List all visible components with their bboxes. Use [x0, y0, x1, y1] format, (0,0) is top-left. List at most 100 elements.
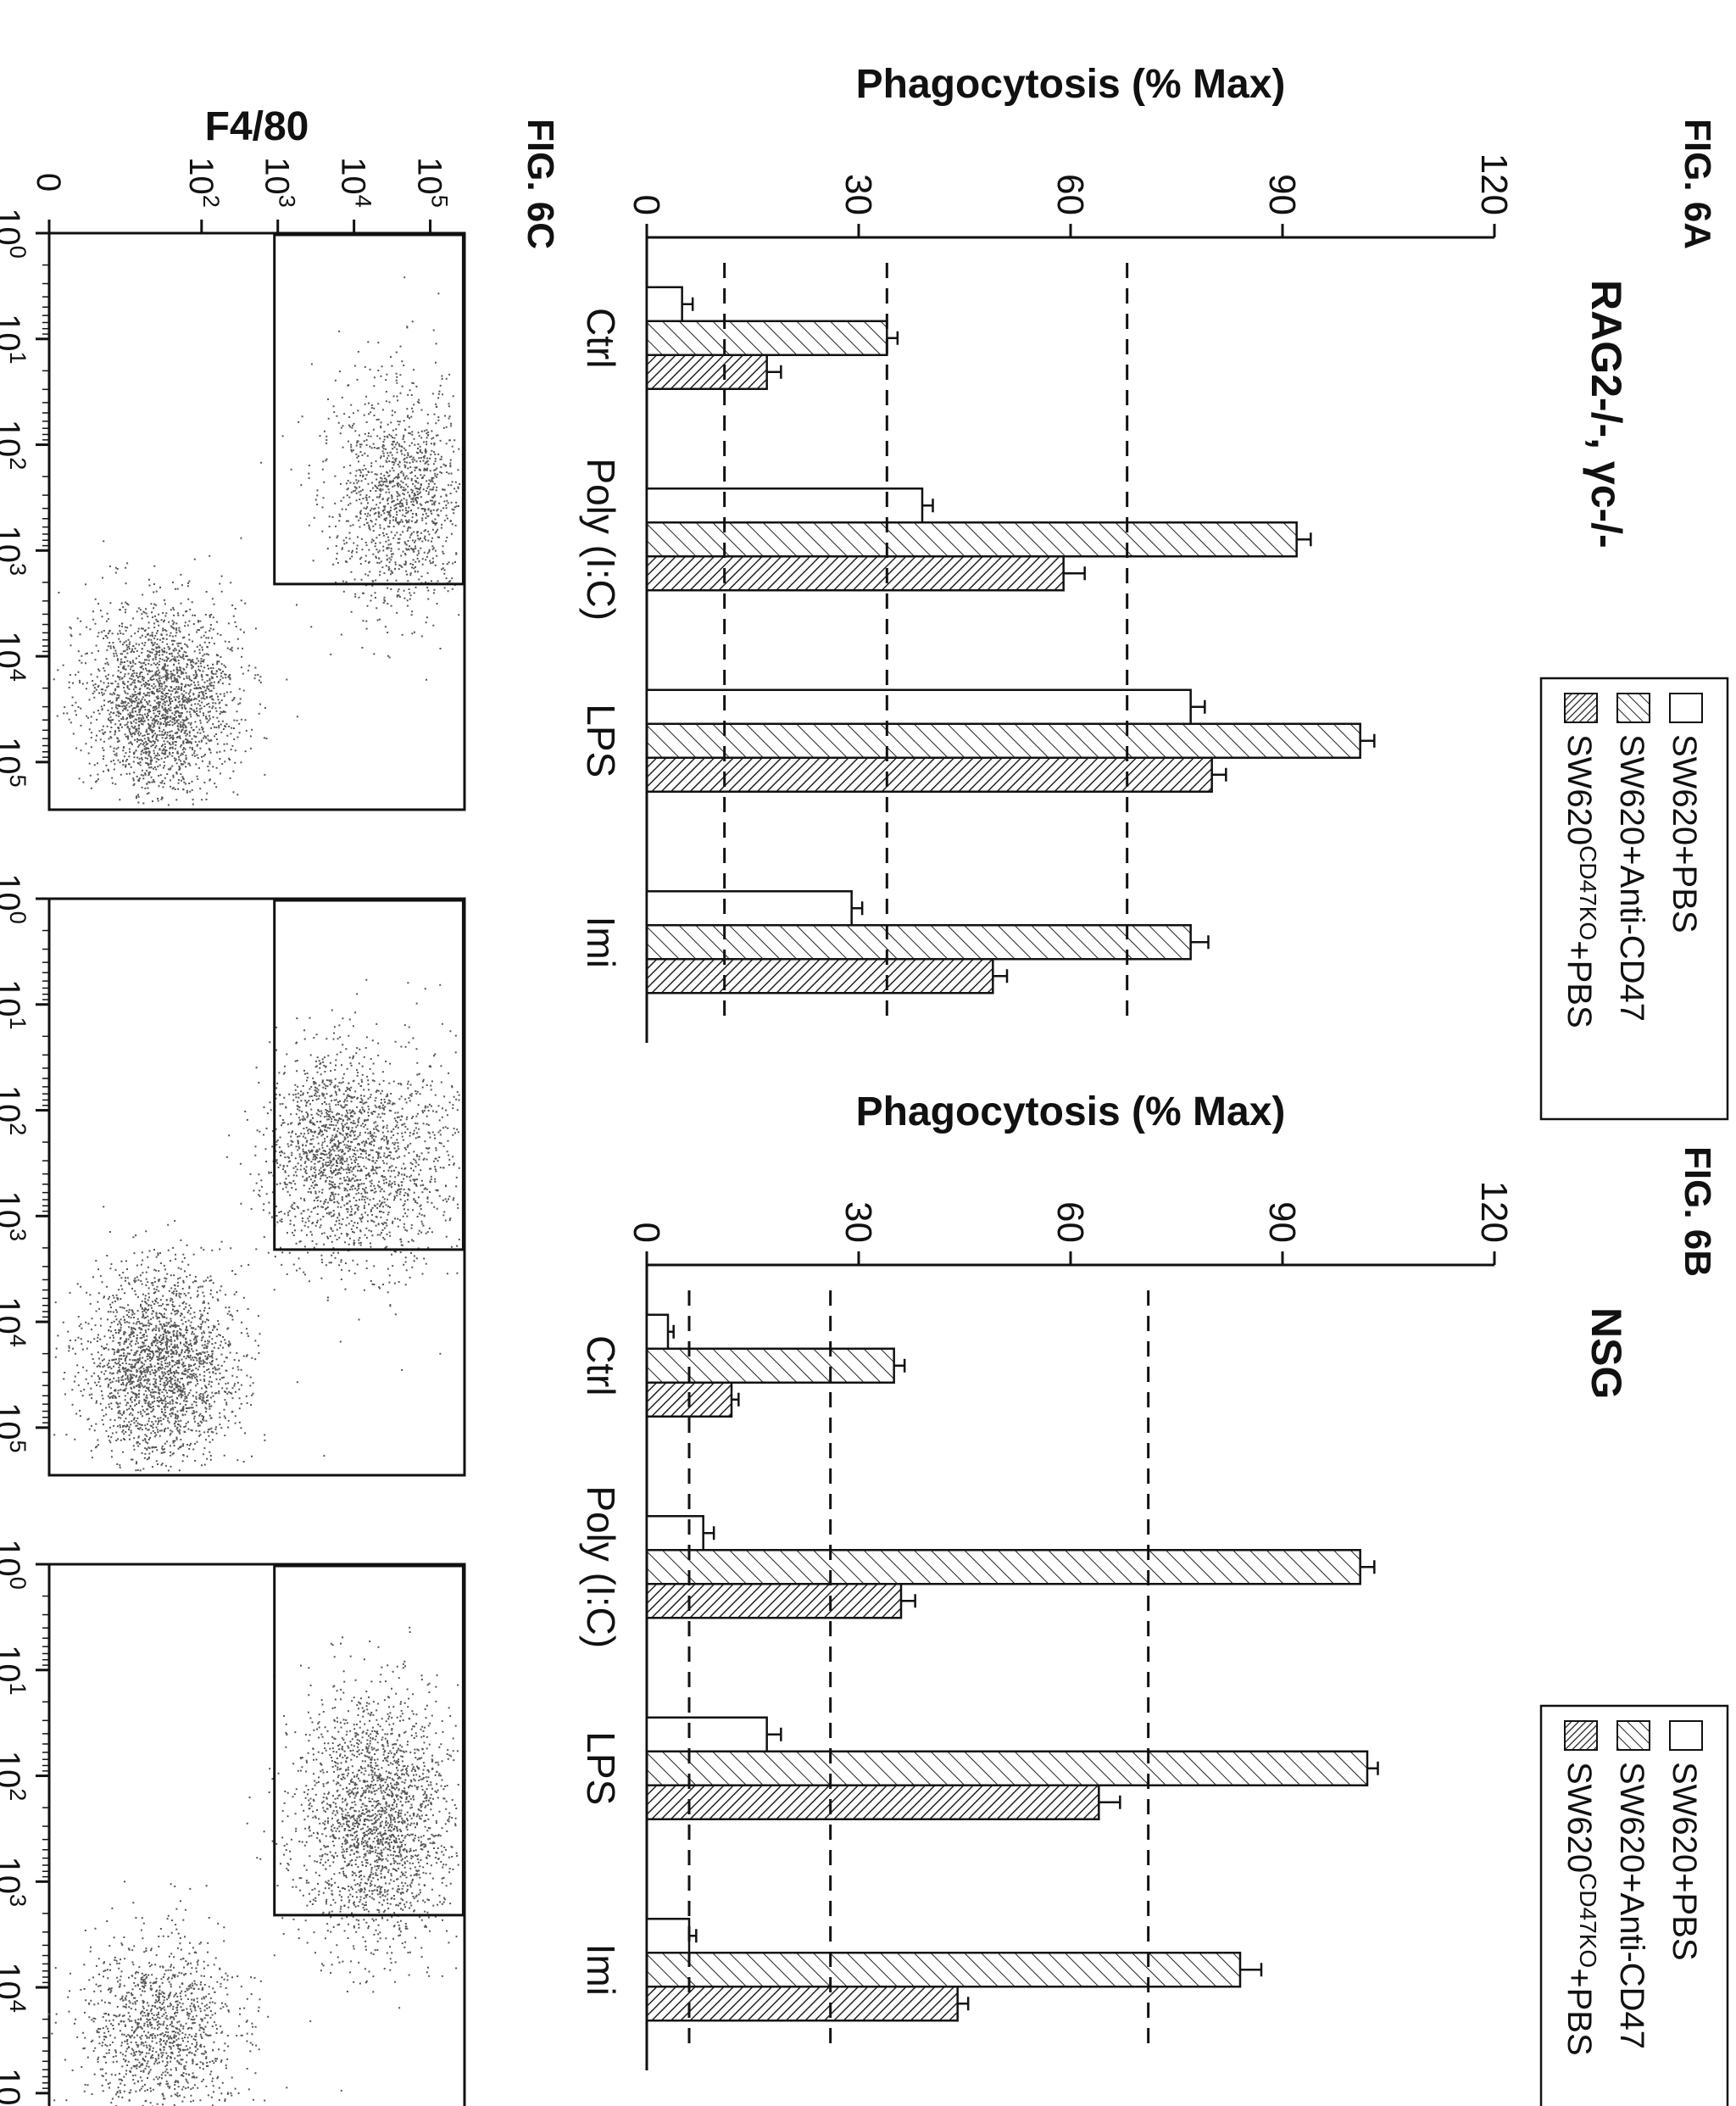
bar: [645, 354, 768, 390]
legend-swatch: [1564, 693, 1598, 723]
y-tick-label: 30: [837, 174, 879, 215]
legend-label: SW620+Anti-CD47: [1613, 1762, 1650, 2049]
category-label: Ctrl: [579, 308, 623, 369]
x-tick-label: 103: [0, 1190, 31, 1241]
legend-swatch: [1669, 693, 1703, 723]
x-tick-label: 105: [0, 1402, 31, 1453]
gate-rectangle: [273, 233, 465, 586]
legend-swatch: [1669, 1720, 1703, 1751]
bar: [645, 688, 1192, 725]
y-tick-label: 120: [1473, 1181, 1515, 1243]
y-tick-label: 0: [626, 195, 667, 215]
bar: [645, 1583, 903, 1619]
legend-label: SW620CD47KO+PBS: [1561, 734, 1601, 1028]
x-tick-label: 103: [0, 525, 31, 576]
legend-swatch: [1616, 693, 1650, 723]
bar: [645, 1515, 704, 1552]
category-label: LPS: [579, 1731, 623, 1805]
bar: [645, 286, 683, 322]
bar: [645, 924, 1192, 961]
bar: [645, 1952, 1242, 1988]
x-tick-label: 102: [0, 1085, 31, 1136]
x-tick-label: 101: [0, 979, 31, 1030]
legend-label: SW620+PBS: [1666, 1762, 1703, 1961]
bar: [645, 1347, 895, 1384]
y-tick-label: 105: [411, 157, 453, 208]
category-label: Poly (I:C): [579, 1485, 623, 1648]
bar: [645, 1918, 691, 1954]
y-tick-label: 60: [1049, 174, 1091, 215]
x-tick-label: 104: [0, 631, 31, 682]
bar: [645, 722, 1361, 759]
y-tick-label: 90: [1261, 1201, 1303, 1243]
y-tick-label: 104: [335, 157, 377, 208]
bar-chart-fig6a: FIG. 6A RAG2-/-, γc-/- 0 30 60 90 120 Phagocyto…: [579, 62, 1729, 1121]
x-tick-label: 105: [0, 737, 31, 788]
bar: [645, 1716, 768, 1752]
flow-panel-1: 100101102103104105GFPAnti-CD47: [0, 873, 466, 1477]
x-tick-label: 103: [0, 1856, 31, 1907]
flow-y-axis: 0 102 103 104 105 F4/80: [30, 104, 453, 233]
legend-box: [1539, 1704, 1729, 2106]
legend-label: SW620+Anti-CD47: [1613, 734, 1650, 1022]
x-tick-label: 102: [0, 420, 31, 471]
x-tick-label: 101: [0, 1645, 31, 1696]
y-tick-label: 102: [182, 157, 225, 208]
figure-label: FIG. 6C: [520, 119, 561, 249]
category-label: LPS: [579, 704, 623, 777]
y-tick-label: 30: [837, 1201, 879, 1243]
bar: [645, 890, 853, 927]
y-tick-label: 90: [1261, 174, 1303, 215]
figure-label: FIG. 6B: [1677, 1146, 1718, 1277]
bar: [645, 555, 1065, 592]
y-tick-label: 120: [1473, 153, 1515, 215]
bar: [645, 1784, 1100, 1820]
category-label: Imi: [579, 916, 623, 968]
flow-panel-0: 100101102103104105Ctrl: [0, 208, 466, 811]
category-label: Poly (I:C): [579, 458, 623, 621]
x-tick-label: 101: [0, 314, 31, 365]
chart-title: NSG: [1583, 1307, 1630, 1399]
bar: [645, 1750, 1369, 1786]
chart-title: RAG2-/-, γc-/-: [1583, 280, 1630, 549]
y-axis-label: Phagocytosis (% Max): [856, 62, 1286, 107]
bar: [645, 320, 888, 356]
legend-swatch: [1616, 1720, 1650, 1751]
y-tick-label: 0: [626, 1223, 667, 1243]
x-tick-label: 100: [0, 208, 31, 259]
x-tick-label: 100: [0, 1539, 31, 1590]
flow-panel-2: 100101102103104105Anti-CD47+LPS: [0, 1539, 466, 2106]
x-tick-label: 104: [0, 1962, 31, 2013]
gate-rectangle: [273, 1564, 465, 1917]
legend-swatch: [1564, 1720, 1598, 1751]
category-label: Ctrl: [579, 1335, 623, 1396]
plot-frame: [47, 1563, 466, 2106]
bar-chart-fig6b: FIG. 6B NSG 0 30 60 90 120 Phagocytosis (% Max)…: [579, 1089, 1729, 2106]
plot-frame: [47, 231, 466, 811]
bar: [645, 1313, 670, 1350]
bar: [645, 1986, 959, 2022]
category-label: Imi: [579, 1944, 623, 1996]
bar: [645, 521, 1298, 558]
y-tick-label: 60: [1049, 1201, 1091, 1243]
legend-box: [1539, 677, 1729, 1121]
y-tick-label: 0: [30, 173, 67, 192]
rotated-figure-group: FIG. 6A RAG2-/-, γc-/- 0 30 60 90 120 Phagocyto…: [0, 62, 1729, 2106]
x-tick-label: 104: [0, 1296, 31, 1347]
figure-label: FIG. 6A: [1677, 119, 1718, 249]
y-axis-label: F4/80: [205, 104, 309, 149]
scatter-points: [47, 1880, 326, 2106]
bar: [645, 488, 924, 524]
x-tick-label: 100: [0, 873, 31, 924]
legend-label: SW620CD47KO+PBS: [1561, 1762, 1601, 2056]
x-tick-label: 105: [0, 2068, 31, 2106]
y-tick-label: 103: [259, 157, 301, 208]
x-tick-label: 102: [0, 1751, 31, 1802]
legend-label: SW620+PBS: [1666, 734, 1703, 933]
y-axis-label: Phagocytosis (% Max): [856, 1089, 1286, 1134]
bar: [645, 958, 994, 994]
bar: [645, 1549, 1361, 1585]
gate-rectangle: [273, 899, 465, 1251]
